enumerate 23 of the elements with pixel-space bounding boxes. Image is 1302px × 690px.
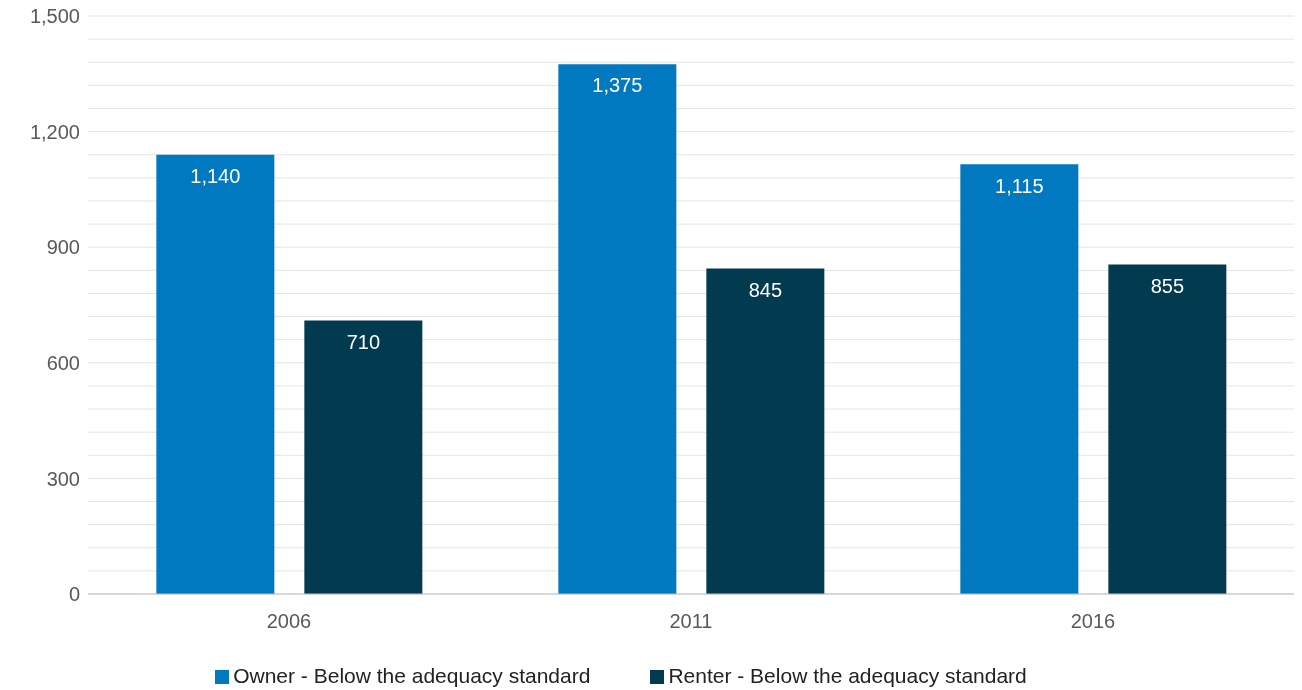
bar	[156, 154, 275, 594]
x-tick-label: 2006	[266, 610, 312, 633]
bar	[706, 268, 825, 594]
legend-label: Renter - Below the adequacy standard	[668, 664, 1027, 687]
y-tick-label: 300	[46, 467, 80, 490]
bar	[960, 164, 1079, 594]
x-tick-label: 2016	[1070, 610, 1116, 633]
y-tick-label: 900	[46, 236, 80, 259]
bar	[1108, 264, 1227, 594]
legend-label: Owner - Below the adequacy standard	[233, 664, 591, 687]
data-label: 1,375	[592, 74, 643, 97]
data-label: 1,140	[190, 164, 241, 187]
y-tick-label: 600	[46, 351, 80, 374]
x-tick-label: 2011	[669, 610, 713, 633]
data-label: 1,115	[995, 174, 1044, 197]
data-label: 845	[748, 278, 783, 301]
bar	[304, 320, 423, 594]
y-tick-label: 1,200	[29, 120, 80, 143]
y-tick-label: 0	[68, 583, 80, 606]
data-label: 855	[1150, 274, 1185, 297]
data-label: 710	[346, 330, 381, 353]
bar	[558, 64, 677, 594]
y-tick-label: 1,500	[29, 5, 80, 28]
